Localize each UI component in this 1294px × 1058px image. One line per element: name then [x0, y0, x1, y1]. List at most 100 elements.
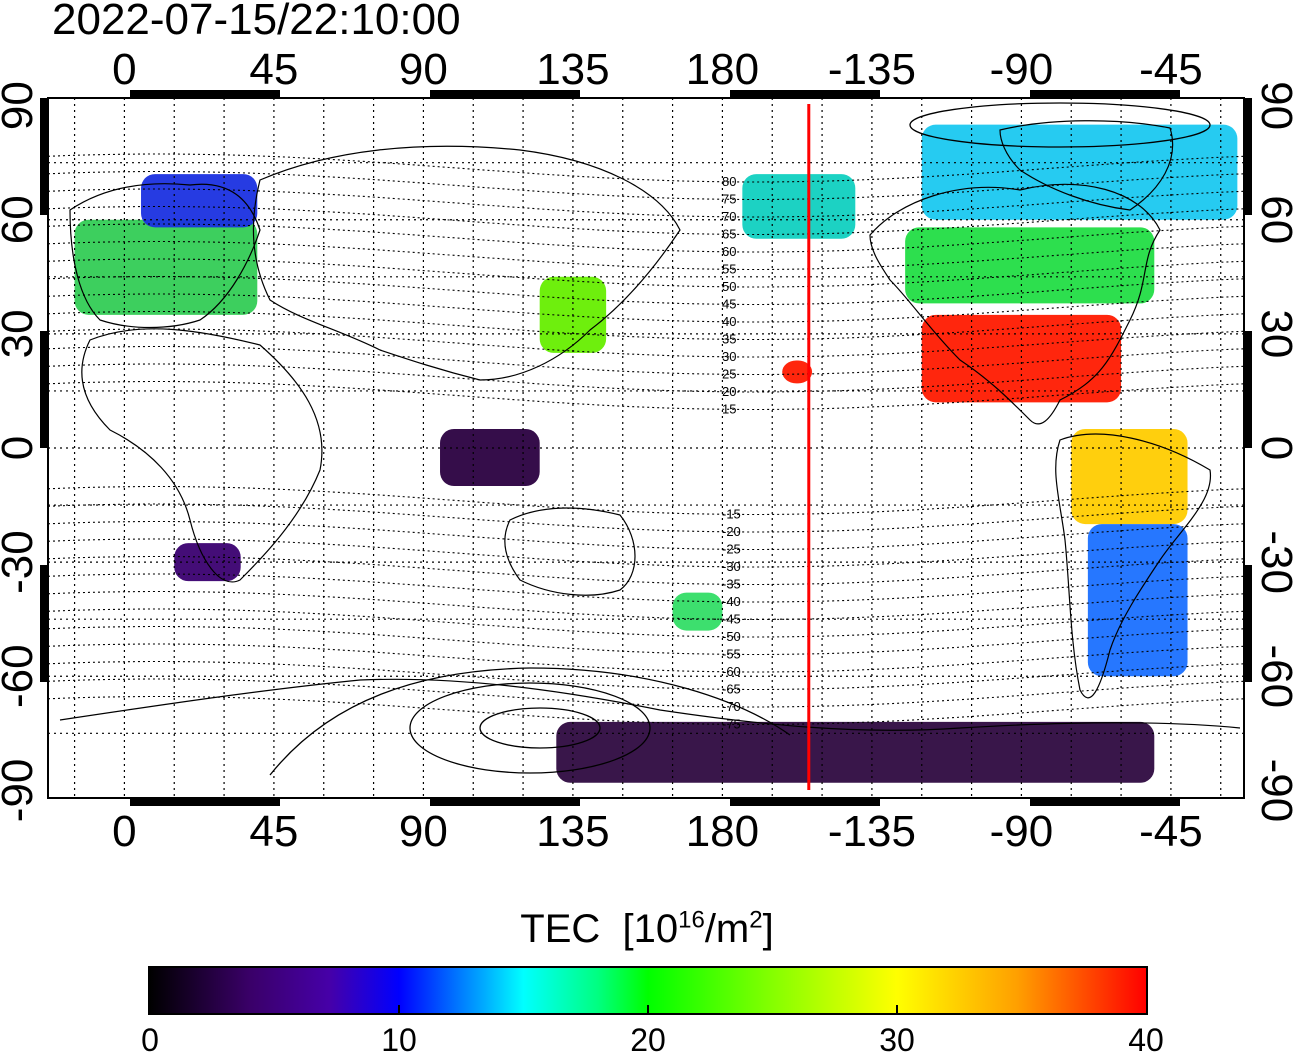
- tec-region-north-america-high: [905, 227, 1155, 304]
- colorbar-label: 0: [141, 1022, 159, 1058]
- coastline-south-america: [1055, 433, 1212, 699]
- latitude-label-right: 30: [1252, 309, 1294, 358]
- tec-region-indonesia: [440, 428, 540, 487]
- longitude-label-bottom: 180: [686, 807, 759, 856]
- longitude-label-top: 135: [536, 45, 609, 94]
- magnetic-latitude-label: 55: [722, 261, 736, 276]
- magnetic-latitude-label: 35: [722, 331, 736, 346]
- magnetic-latitude-label: 45: [722, 296, 736, 311]
- magnetic-latitude-label: 65: [722, 226, 736, 241]
- colorbar-title: TEC [1016/m2]: [0, 905, 1294, 953]
- colorbar-tick: [896, 1005, 898, 1013]
- coastline-north-america: [869, 183, 1161, 425]
- latitude-label-left: -30: [0, 530, 42, 594]
- latitude-label-right: -90: [1252, 759, 1294, 823]
- latitude-label-right: -30: [1252, 530, 1294, 594]
- magnetic-latitude-label: -50: [722, 629, 741, 644]
- latitude-label-left: 30: [0, 309, 42, 358]
- magnetic-latitude-labels: 80 75 70 65 60 55 50 45 40 35 30 25 20 15 -15 -20 -25 -30…: [722, 174, 741, 732]
- colorbar-title-text: TEC: [520, 907, 601, 951]
- magnetic-latitude-label: 20: [722, 384, 736, 399]
- coastline-africa: [81, 328, 323, 583]
- tec-region-africa-south: [174, 543, 241, 582]
- latitude-label-right: -60: [1252, 644, 1294, 708]
- southern-pole-contours: [269, 102, 1211, 776]
- longitude-label-bottom: 45: [249, 807, 298, 856]
- latitude-label-right: 60: [1252, 195, 1294, 244]
- colorbar-unit-base: [10: [622, 907, 679, 951]
- colorbar-unit-exponent-2: 2: [749, 906, 763, 934]
- magnetic-latitude-label: 15: [722, 401, 736, 416]
- coastline-europe: [69, 183, 261, 329]
- magnetic-latitude-label: -40: [722, 594, 741, 609]
- tec-colorbar: [148, 966, 1148, 1015]
- magnetic-latitude-label: -70: [722, 699, 741, 714]
- tec-region-hawaii: [782, 360, 813, 384]
- tec-data-layer: [74, 124, 1238, 783]
- longitude-labels-top: 0 45 90 135 180 -135 -90 -45: [112, 45, 1203, 94]
- coastline-antarctica: [59, 678, 1241, 731]
- magnetic-latitude-label: 70: [722, 209, 736, 224]
- magnetic-latitude-label: -60: [722, 664, 741, 679]
- longitude-label-top: 45: [249, 45, 298, 94]
- tec-region-europe: [74, 219, 258, 315]
- coastline-asia: [252, 145, 681, 381]
- magnetic-latitude-label: 25: [722, 366, 736, 381]
- colorbar-label: 40: [1128, 1022, 1164, 1058]
- latitude-labels-right: 90 60 30 0 -30 -60 -90: [1252, 81, 1294, 822]
- colorbar-unit-mid: /m: [704, 907, 750, 951]
- longitude-label-bottom: 135: [536, 807, 609, 856]
- magnetic-latitude-label: -55: [722, 646, 741, 661]
- magnetic-latitude-label: 60: [722, 244, 736, 259]
- longitude-label-top: -135: [828, 45, 916, 94]
- longitude-label-top: -90: [990, 45, 1054, 94]
- latitude-label-left: 0: [0, 436, 42, 460]
- tec-region-south-america-south: [1087, 524, 1188, 677]
- map-timestamp: 2022-07-15/22:10:00: [52, 0, 461, 44]
- tec-region-scandinavia: [141, 174, 258, 228]
- longitude-label-top: 0: [112, 45, 136, 94]
- longitude-label-bottom: 90: [399, 807, 448, 856]
- magnetic-latitude-label: -35: [722, 576, 741, 591]
- latitude-label-right: 90: [1252, 81, 1294, 130]
- tec-region-canada-arctic: [921, 124, 1238, 220]
- tec-region-alaska: [742, 174, 856, 239]
- colorbar-label: 30: [879, 1022, 915, 1058]
- longitude-label-top: 90: [399, 45, 448, 94]
- longitude-label-bottom: -135: [828, 807, 916, 856]
- colorbar-unit-end: ]: [762, 907, 774, 951]
- latitude-label-left: -60: [0, 644, 42, 708]
- colorbar-tick: [647, 1005, 649, 1013]
- tec-region-new-zealand: [672, 592, 723, 631]
- map-border-bars: [40, 90, 1252, 806]
- coastlines: [59, 120, 1241, 731]
- longitude-label-bottom: 0: [112, 807, 136, 856]
- latitude-label-left: 60: [0, 195, 42, 244]
- coastline-greenland: [999, 120, 1174, 211]
- latitude-label-left: 90: [0, 81, 42, 130]
- latitude-label-left: -90: [0, 759, 42, 823]
- longitude-label-bottom: -90: [990, 807, 1054, 856]
- longitude-label-bottom: -45: [1139, 807, 1203, 856]
- magnetic-latitude-label: -45: [722, 611, 741, 626]
- latitude-label-right: 0: [1252, 436, 1294, 460]
- longitude-labels-bottom: 0 45 90 135 180 -135 -90 -45: [112, 807, 1203, 856]
- magnetic-latitude-label: -20: [722, 524, 741, 539]
- magnetic-latitude-label: 50: [722, 279, 736, 294]
- colorbar-tick: [398, 1005, 400, 1013]
- tec-map: 80 75 70 65 60 55 50 45 40 35 30 25 20 15 -15 -20 -25 -30…: [0, 45, 1294, 856]
- tec-region-south-america-north: [1071, 428, 1188, 525]
- colorbar-label: 20: [630, 1022, 666, 1058]
- magnetic-latitude-label: 30: [722, 349, 736, 364]
- latitude-labels-left: 90 60 30 0 -30 -60 -90: [0, 81, 42, 822]
- coordinate-grid: [48, 98, 1244, 798]
- magnetic-latitude-label: 75: [722, 191, 736, 206]
- colorbar-label: 10: [381, 1022, 417, 1058]
- longitude-label-top: -45: [1139, 45, 1203, 94]
- colorbar-unit-exponent: 16: [678, 906, 705, 934]
- magnetic-latitude-label: -25: [722, 541, 741, 556]
- magnetic-latitude-label: -15: [722, 506, 741, 521]
- magnetic-latitude-label: -30: [722, 559, 741, 574]
- magnetic-latitude-label: 80: [722, 174, 736, 189]
- magnetic-latitude-label: -75: [722, 716, 741, 731]
